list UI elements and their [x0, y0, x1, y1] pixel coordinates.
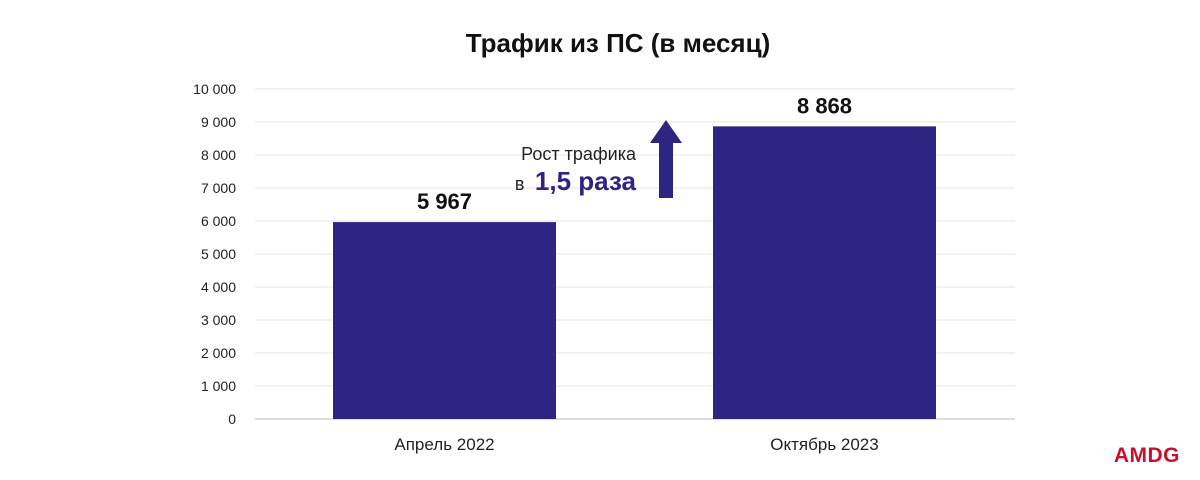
y-tick-label: 1 000 [201, 378, 236, 394]
annotation-prefix: в [515, 174, 525, 194]
x-category-label: Апрель 2022 [394, 435, 494, 454]
chart-title: Трафик из ПС (в месяц) [466, 28, 771, 58]
annotation-line1: Рост трафика [521, 144, 637, 164]
y-tick-label: 6 000 [201, 213, 236, 229]
y-tick-label: 9 000 [201, 114, 236, 130]
bar-value-label: 5 967 [417, 189, 472, 214]
bar [333, 222, 556, 419]
x-axis-categories: Апрель 2022 Октябрь 2023 [394, 435, 878, 454]
y-tick-label: 5 000 [201, 246, 236, 262]
y-tick-label: 4 000 [201, 279, 236, 295]
arrow-head [650, 120, 682, 143]
y-tick-label: 2 000 [201, 345, 236, 361]
bars [333, 126, 936, 419]
annotation-line2: в 1,5 раза [515, 166, 637, 196]
y-tick-label: 10 000 [193, 81, 236, 97]
y-tick-label: 7 000 [201, 180, 236, 196]
y-axis-ticks: 0 1 000 2 000 3 000 4 000 5 000 6 000 7 000 8 00… [193, 81, 236, 427]
value-labels: 5 967 8 868 [417, 93, 852, 214]
arrow-shaft [659, 141, 673, 198]
up-arrow-icon [650, 120, 682, 198]
growth-annotation: Рост трафика в 1,5 раза [515, 120, 682, 198]
bar-value-label: 8 868 [797, 93, 852, 118]
y-tick-label: 8 000 [201, 147, 236, 163]
annotation-emphasis: 1,5 раза [535, 166, 637, 196]
y-tick-label: 0 [228, 411, 236, 427]
y-tick-label: 3 000 [201, 312, 236, 328]
bar [713, 126, 936, 419]
x-category-label: Октябрь 2023 [770, 435, 878, 454]
amdg-logo: AMDG [1114, 444, 1180, 467]
